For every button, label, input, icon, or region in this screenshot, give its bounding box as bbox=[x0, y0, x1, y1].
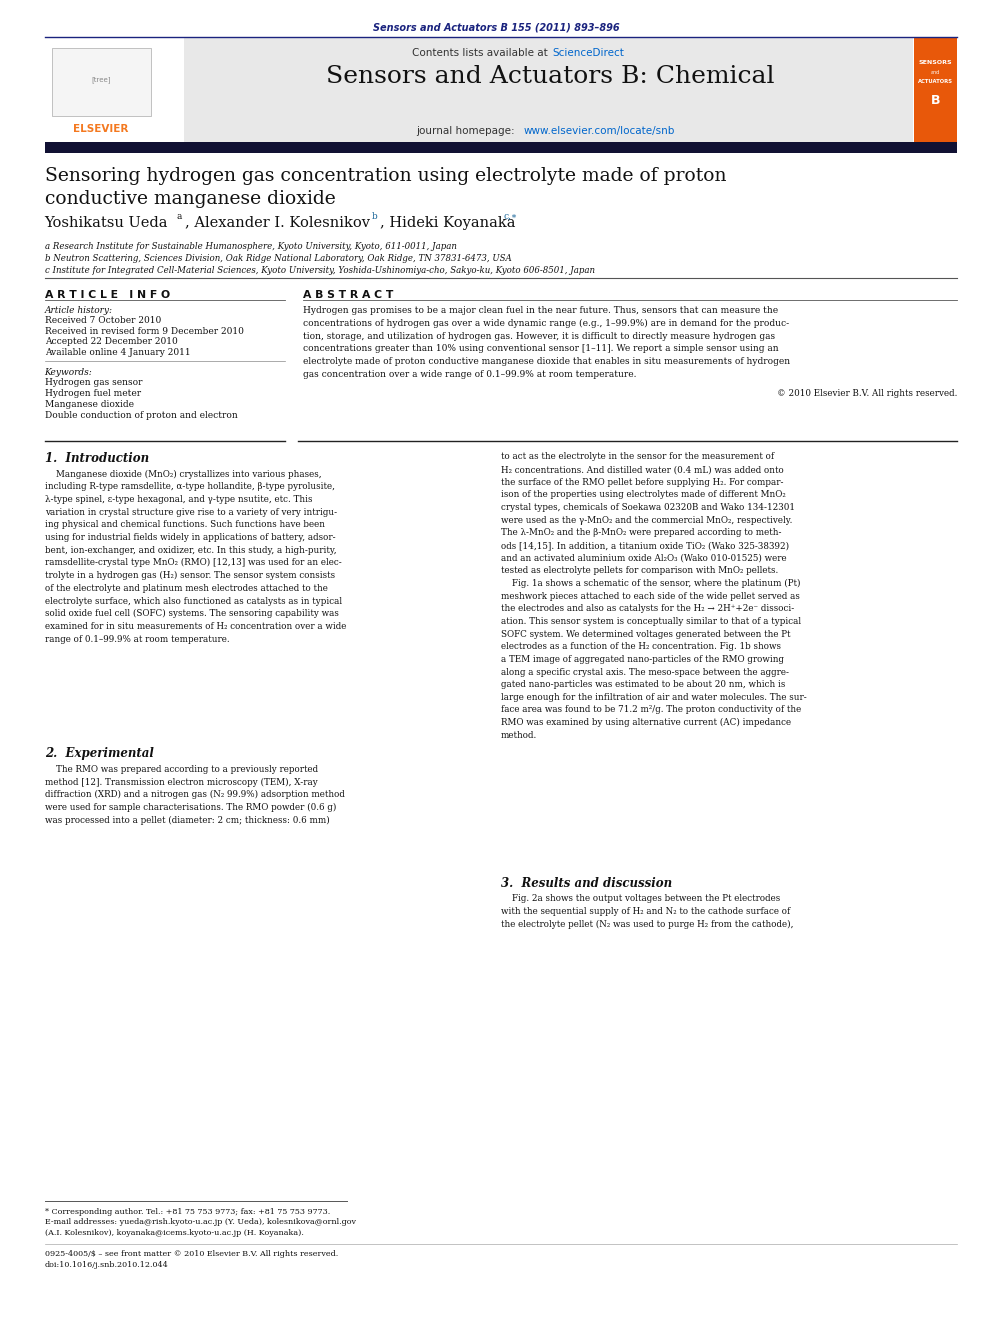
Text: Manganese dioxide (MnO₂) crystallizes into various phases,
including R-type rams: Manganese dioxide (MnO₂) crystallizes in… bbox=[45, 470, 346, 644]
Text: Accepted 22 December 2010: Accepted 22 December 2010 bbox=[45, 337, 178, 347]
Text: The RMO was prepared according to a previously reported
method [12]. Transmissio: The RMO was prepared according to a prev… bbox=[45, 765, 344, 826]
Text: Received in revised form 9 December 2010: Received in revised form 9 December 2010 bbox=[45, 327, 243, 336]
Text: c Institute for Integrated Cell-Material Sciences, Kyoto University, Yoshida-Ush: c Institute for Integrated Cell-Material… bbox=[45, 266, 594, 275]
Text: Fig. 2a shows the output voltages between the Pt electrodes
with the sequential : Fig. 2a shows the output voltages betwee… bbox=[501, 894, 794, 929]
Text: doi:10.1016/j.snb.2010.12.044: doi:10.1016/j.snb.2010.12.044 bbox=[45, 1261, 169, 1269]
Text: b Neutron Scattering, Sciences Division, Oak Ridge National Laboratory, Oak Ridg: b Neutron Scattering, Sciences Division,… bbox=[45, 254, 512, 263]
Text: Keywords:: Keywords: bbox=[45, 368, 92, 377]
Text: Article history:: Article history: bbox=[45, 306, 113, 315]
Bar bbox=[52, 48, 151, 116]
Text: Hydrogen gas sensor: Hydrogen gas sensor bbox=[45, 378, 142, 388]
Text: A R T I C L E   I N F O: A R T I C L E I N F O bbox=[45, 290, 170, 300]
Text: to act as the electrolyte in the sensor for the measurement of
H₂ concentrations: to act as the electrolyte in the sensor … bbox=[501, 452, 806, 740]
Text: E-mail addresses: yueda@rish.kyoto-u.ac.jp (Y. Ueda), kolesnikova@ornl.gov
(A.I.: E-mail addresses: yueda@rish.kyoto-u.ac.… bbox=[45, 1218, 356, 1237]
Text: www.elsevier.com/locate/snb: www.elsevier.com/locate/snb bbox=[524, 126, 676, 136]
Bar bbox=[45, 142, 957, 153]
Text: Yoshikatsu Ueda: Yoshikatsu Ueda bbox=[45, 216, 168, 230]
Text: A B S T R A C T: A B S T R A C T bbox=[303, 290, 393, 300]
Text: 2.  Experimental: 2. Experimental bbox=[45, 747, 154, 761]
Text: Sensors and Actuators B 155 (2011) 893–896: Sensors and Actuators B 155 (2011) 893–8… bbox=[373, 22, 619, 33]
Text: [tree]: [tree] bbox=[91, 75, 111, 83]
Bar bbox=[45, 37, 179, 142]
Text: Contents lists available at: Contents lists available at bbox=[412, 48, 551, 58]
Text: * Corresponding author. Tel.: +81 75 753 9773; fax: +81 75 753 9773.: * Corresponding author. Tel.: +81 75 753… bbox=[45, 1208, 330, 1216]
Text: Received 7 October 2010: Received 7 October 2010 bbox=[45, 316, 161, 325]
Text: Sensoring hydrogen gas concentration using electrolyte made of proton
conductive: Sensoring hydrogen gas concentration usi… bbox=[45, 167, 726, 208]
Text: a Research Institute for Sustainable Humanosphere, Kyoto University, Kyoto, 611-: a Research Institute for Sustainable Hum… bbox=[45, 242, 456, 251]
Text: journal homepage:: journal homepage: bbox=[417, 126, 519, 136]
Text: , Hideki Koyanaka: , Hideki Koyanaka bbox=[380, 216, 516, 230]
Text: SENSORS: SENSORS bbox=[919, 60, 952, 65]
Bar bbox=[914, 37, 957, 142]
Text: 3.  Results and discussion: 3. Results and discussion bbox=[501, 877, 673, 890]
Text: and: and bbox=[930, 70, 940, 75]
Text: Available online 4 January 2011: Available online 4 January 2011 bbox=[45, 348, 190, 357]
Text: 1.  Introduction: 1. Introduction bbox=[45, 452, 149, 466]
Text: B: B bbox=[930, 94, 940, 107]
Text: Manganese dioxide: Manganese dioxide bbox=[45, 400, 134, 409]
Text: ELSEVIER: ELSEVIER bbox=[73, 124, 129, 135]
Text: b: b bbox=[372, 212, 378, 221]
Text: a: a bbox=[177, 212, 182, 221]
Text: 0925-4005/$ – see front matter © 2010 Elsevier B.V. All rights reserved.: 0925-4005/$ – see front matter © 2010 El… bbox=[45, 1250, 338, 1258]
Text: © 2010 Elsevier B.V. All rights reserved.: © 2010 Elsevier B.V. All rights reserved… bbox=[777, 389, 957, 398]
Text: ScienceDirect: ScienceDirect bbox=[553, 48, 624, 58]
Text: Double conduction of proton and electron: Double conduction of proton and electron bbox=[45, 411, 237, 419]
Text: Hydrogen fuel meter: Hydrogen fuel meter bbox=[45, 389, 141, 398]
Text: c,∗: c,∗ bbox=[504, 212, 518, 221]
Text: Hydrogen gas promises to be a major clean fuel in the near future. Thus, sensors: Hydrogen gas promises to be a major clea… bbox=[303, 306, 790, 380]
Text: , Alexander I. Kolesnikov: , Alexander I. Kolesnikov bbox=[185, 216, 369, 230]
Text: Sensors and Actuators B: Chemical: Sensors and Actuators B: Chemical bbox=[326, 65, 775, 87]
Bar bbox=[184, 37, 913, 142]
Text: ACTUATORS: ACTUATORS bbox=[918, 79, 953, 85]
